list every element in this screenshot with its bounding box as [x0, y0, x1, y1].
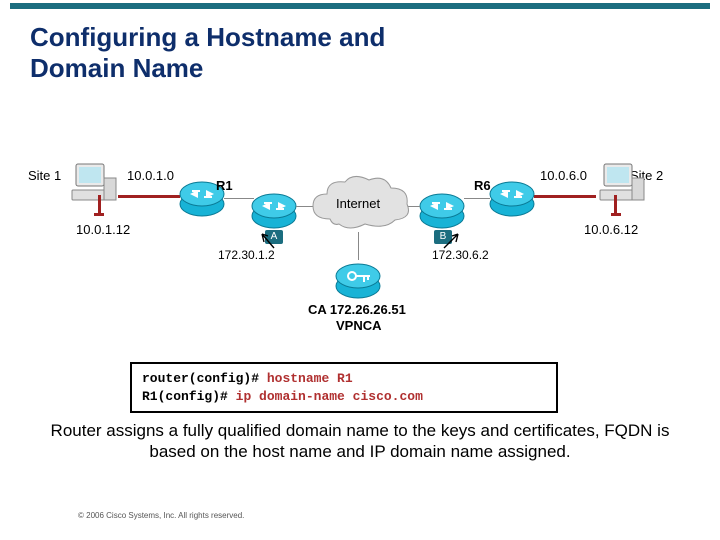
- ca-ip-label: CA 172.26.26.51: [308, 302, 406, 317]
- cli-prompt-2: R1(config)#: [142, 389, 228, 404]
- slide-title: Configuring a Hostname and Domain Name: [30, 22, 450, 84]
- link-b-r6: [464, 198, 490, 199]
- network-diagram: Site 1 Site 2: [0, 140, 720, 350]
- r6-net-label: 10.0.6.0: [540, 168, 587, 183]
- pc2-ip-label: 10.0.6.12: [584, 222, 638, 237]
- link-site1-r1: [118, 195, 180, 198]
- r1-net-label: 10.0.1.0: [127, 168, 174, 183]
- pc1-ip-label: 10.0.1.12: [76, 222, 130, 237]
- cli-cmd-1: hostname R1: [267, 371, 353, 386]
- header-bar: [10, 3, 710, 9]
- link-cloud-ca: [358, 232, 359, 260]
- pc2-drop: [614, 195, 617, 213]
- cli-prompt-1: router(config)#: [142, 371, 259, 386]
- r1-name-label: R1: [216, 178, 233, 193]
- pc-site1: [70, 160, 120, 210]
- cli-cmd-2: ip domain-name cisco.com: [236, 389, 423, 404]
- pc1-drop: [98, 195, 101, 213]
- link-r6-site2: [534, 195, 596, 198]
- site1-label: Site 1: [28, 168, 61, 183]
- ca-router: [334, 258, 382, 302]
- a-ip-label: 172.30.1.2: [218, 248, 275, 262]
- r6-name-label: R6: [474, 178, 491, 193]
- cloud-label: Internet: [336, 196, 380, 211]
- copyright-text: © 2006 Cisco Systems, Inc. All rights re…: [78, 511, 244, 520]
- cli-line-1: router(config)# hostname R1: [142, 370, 546, 388]
- cli-code-box: router(config)# hostname R1 R1(config)# …: [130, 362, 558, 413]
- b-ip-label: 172.30.6.2: [432, 248, 489, 262]
- router-b: [418, 188, 466, 232]
- pc-site2: [598, 160, 648, 210]
- slide-body-text: Router assigns a fully qualified domain …: [40, 420, 680, 463]
- router-a: [250, 188, 298, 232]
- router-r6: [488, 176, 536, 220]
- ca-name-label: VPNCA: [336, 318, 382, 333]
- cli-line-2: R1(config)# ip domain-name cisco.com: [142, 388, 546, 406]
- link-r1-a: [224, 198, 254, 199]
